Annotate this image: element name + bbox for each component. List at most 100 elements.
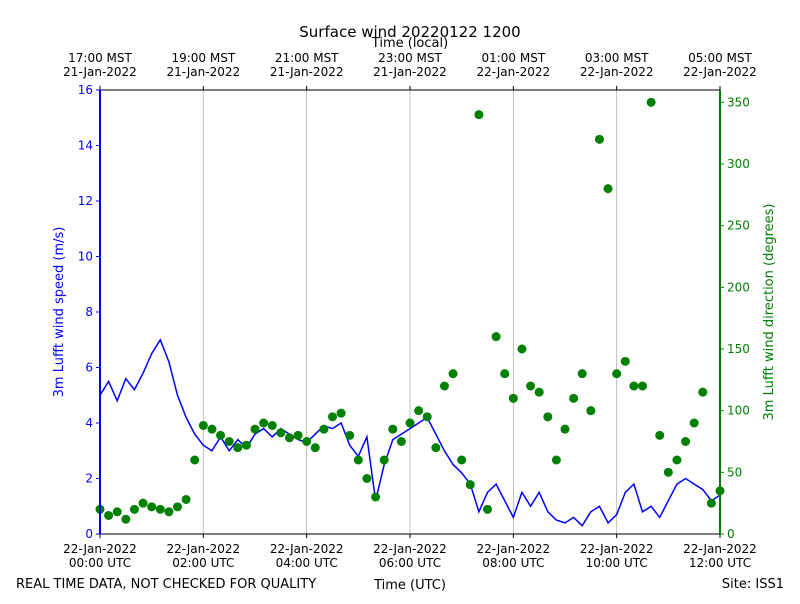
x-tick-label: 22-Jan-2022 00:00 UTC bbox=[63, 542, 137, 570]
direction-point bbox=[465, 480, 475, 490]
direction-point bbox=[491, 332, 501, 342]
direction-point bbox=[293, 430, 303, 440]
direction-point bbox=[388, 424, 398, 434]
direction-point bbox=[560, 424, 570, 434]
chart-title: Surface wind 20220122 1200 bbox=[299, 23, 520, 41]
direction-point bbox=[164, 507, 174, 517]
direction-point bbox=[362, 474, 372, 483]
direction-point bbox=[112, 507, 122, 517]
direction-point bbox=[620, 356, 630, 366]
y-tick-label: 6 bbox=[85, 361, 93, 375]
y-tick-label: 10 bbox=[78, 250, 93, 264]
direction-point bbox=[396, 437, 406, 446]
direction-point bbox=[371, 492, 381, 502]
top-x-tick-label: 23:00 MST 21-Jan-2022 bbox=[373, 51, 447, 79]
footer-right: Site: ISS1 bbox=[722, 577, 784, 592]
top-axis-label: Time (local) bbox=[371, 36, 448, 51]
direction-point bbox=[698, 387, 708, 397]
y2-tick-label: 300 bbox=[727, 157, 750, 171]
direction-point bbox=[448, 369, 458, 379]
direction-point bbox=[586, 406, 596, 416]
direction-point bbox=[474, 110, 484, 120]
direction-point bbox=[543, 412, 553, 422]
direction-point bbox=[276, 428, 286, 438]
direction-point bbox=[517, 344, 527, 354]
direction-point bbox=[259, 418, 269, 428]
direction-point bbox=[500, 369, 510, 379]
top-x-tick-label: 01:00 MST 22-Jan-2022 bbox=[477, 51, 551, 79]
top-x-tick-label: 05:00 MST 22-Jan-2022 bbox=[683, 51, 757, 79]
y-tick-label: 8 bbox=[85, 305, 93, 319]
x-tick-label: 22-Jan-2022 06:00 UTC bbox=[373, 542, 447, 570]
footer-left: REAL TIME DATA, NOT CHECKED FOR QUALITY bbox=[16, 577, 316, 592]
direction-point bbox=[439, 381, 449, 391]
direction-point bbox=[594, 134, 604, 144]
direction-point bbox=[379, 455, 389, 465]
top-x-tick-label: 21:00 MST 21-Jan-2022 bbox=[270, 51, 344, 79]
direction-point bbox=[663, 467, 673, 477]
y-tick-label: 12 bbox=[78, 194, 93, 208]
direction-point bbox=[483, 504, 492, 514]
speed-line bbox=[99, 338, 721, 527]
direction-point bbox=[104, 511, 114, 520]
direction-point bbox=[302, 437, 312, 446]
direction-point bbox=[198, 420, 208, 430]
direction-point bbox=[138, 498, 148, 508]
x-axis-label: Time (UTC) bbox=[373, 578, 446, 593]
direction-point bbox=[706, 498, 716, 508]
direction-point bbox=[147, 502, 157, 512]
direction-point bbox=[319, 424, 329, 434]
y2-tick-label: 150 bbox=[727, 342, 750, 356]
direction-point bbox=[310, 443, 320, 453]
y2-tick-label: 50 bbox=[727, 465, 742, 479]
direction-point bbox=[655, 430, 665, 440]
y2-tick-label: 100 bbox=[727, 404, 750, 418]
direction-point bbox=[508, 393, 518, 403]
y-tick-label: 0 bbox=[85, 527, 93, 541]
x-tick-label: 22-Jan-2022 02:00 UTC bbox=[167, 542, 241, 570]
direction-point bbox=[405, 418, 415, 428]
direction-point bbox=[121, 514, 131, 524]
direction-point bbox=[577, 369, 587, 379]
direction-point bbox=[689, 418, 699, 428]
direction-point bbox=[672, 455, 682, 465]
top-x-tick-label: 19:00 MST 21-Jan-2022 bbox=[167, 51, 241, 79]
direction-point bbox=[155, 504, 165, 514]
top-x-tick-label: 03:00 MST 22-Jan-2022 bbox=[580, 51, 654, 79]
y-tick-label: 16 bbox=[78, 83, 93, 97]
y2-tick-label: 250 bbox=[727, 219, 750, 233]
direction-point bbox=[422, 412, 432, 422]
y2-tick-label: 0 bbox=[727, 527, 735, 541]
y-tick-label: 4 bbox=[85, 416, 93, 430]
x-tick-label: 22-Jan-2022 12:00 UTC bbox=[683, 542, 757, 570]
direction-point bbox=[216, 430, 226, 440]
top-x-tick-label: 17:00 MST 21-Jan-2022 bbox=[63, 51, 137, 79]
y2-tick-label: 200 bbox=[727, 280, 750, 294]
direction-point bbox=[284, 433, 294, 443]
direction-point bbox=[551, 455, 561, 465]
direction-point bbox=[646, 97, 656, 107]
direction-point bbox=[207, 424, 217, 434]
y2-tick-label: 350 bbox=[727, 95, 750, 109]
direction-point bbox=[250, 424, 260, 434]
direction-point bbox=[181, 494, 191, 504]
direction-point bbox=[353, 455, 363, 465]
direction-point bbox=[241, 440, 251, 450]
direction-point bbox=[603, 184, 613, 194]
y-axis-label: 3m Lufft wind speed (m/s) bbox=[52, 227, 67, 398]
x-tick-label: 22-Jan-2022 04:00 UTC bbox=[270, 542, 344, 570]
direction-point bbox=[328, 412, 337, 422]
direction-point bbox=[233, 443, 243, 453]
direction-point bbox=[173, 502, 182, 512]
direction-point bbox=[457, 455, 467, 465]
direction-point bbox=[345, 430, 355, 440]
direction-point bbox=[681, 437, 691, 446]
direction-point bbox=[526, 381, 536, 391]
direction-point bbox=[336, 408, 346, 418]
x-tick-label: 22-Jan-2022 10:00 UTC bbox=[580, 542, 654, 570]
direction-point bbox=[534, 387, 544, 397]
y-tick-label: 2 bbox=[85, 472, 93, 486]
direction-point bbox=[224, 437, 234, 446]
direction-point bbox=[638, 381, 647, 391]
